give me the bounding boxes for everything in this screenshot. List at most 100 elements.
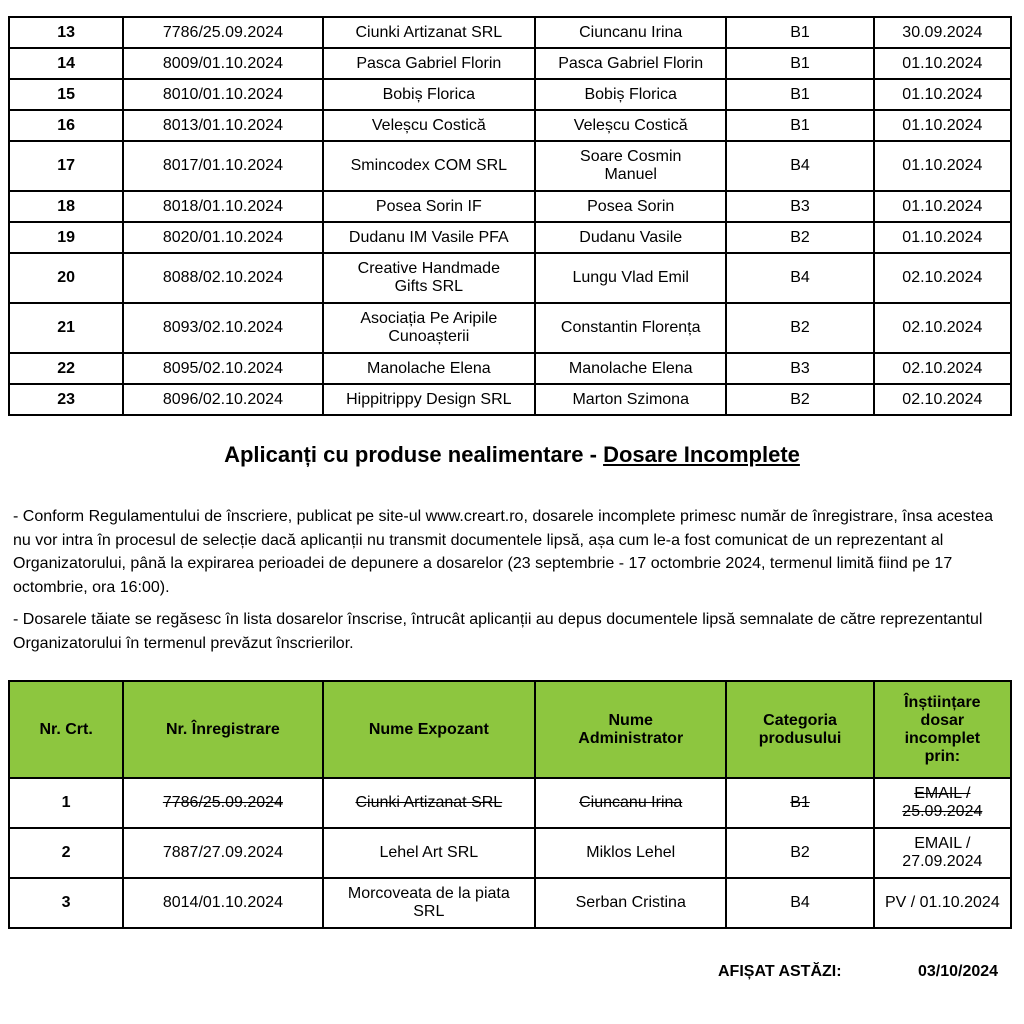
cell-data: 01.10.2024 xyxy=(872,140,1013,192)
cell-categoria: B3 xyxy=(725,352,875,385)
cell-nr-crt: 23 xyxy=(7,383,125,416)
cell-data: 02.10.2024 xyxy=(872,383,1013,416)
table-row: 22 8095/02.10.2024 Manolache Elena Manol… xyxy=(7,352,1013,385)
cell-categoria: B1 xyxy=(725,78,875,111)
posted-today-label: AFIȘAT ASTĂZI: xyxy=(718,963,842,980)
notes-block: - Conform Regulamentului de înscriere, p… xyxy=(13,505,1012,655)
cell-nume-expozant: Pasca Gabriel Florin xyxy=(321,47,537,80)
header-nume-administrator: Nume Administrator xyxy=(534,680,728,779)
cell-categoria: B2 xyxy=(725,827,875,879)
cell-nume-administrator: Manolache Elena xyxy=(534,352,728,385)
cell-data: 30.09.2024 xyxy=(872,16,1013,49)
table-row: 2 7887/27.09.2024 Lehel Art SRL Miklos L… xyxy=(7,827,1013,879)
table-row: 20 8088/02.10.2024 Creative Handmade Gif… xyxy=(7,252,1013,304)
cell-nr-inregistrare: 8017/01.10.2024 xyxy=(122,140,324,192)
cell-data: 01.10.2024 xyxy=(872,109,1013,142)
cell-nr-inregistrare: 8093/02.10.2024 xyxy=(122,302,324,354)
cell-instiintare: EMAIL / 25.09.2024 xyxy=(872,777,1013,829)
cell-data: 01.10.2024 xyxy=(872,78,1013,111)
cell-data: 02.10.2024 xyxy=(872,252,1013,304)
cell-nr-inregistrare: 8013/01.10.2024 xyxy=(122,109,324,142)
section-title-main: Aplicanți cu produse nealimentare - xyxy=(224,442,604,467)
cell-nume-administrator: Bobiș Florica xyxy=(534,78,728,111)
table-row: 3 8014/01.10.2024 Morcoveata de la piata… xyxy=(7,877,1013,929)
table-row: 13 7786/25.09.2024 Ciunki Artizanat SRL … xyxy=(7,16,1013,49)
table-row: 15 8010/01.10.2024 Bobiș Florica Bobiș F… xyxy=(7,78,1013,111)
cell-nr-crt: 21 xyxy=(7,302,125,354)
cell-nume-administrator: Soare Cosmin Manuel xyxy=(534,140,728,192)
cell-categoria: B4 xyxy=(725,140,875,192)
cell-nr-inregistrare: 7786/25.09.2024 xyxy=(122,16,324,49)
table-row: 21 8093/02.10.2024 Asociația Pe Aripile … xyxy=(7,302,1013,354)
table-row: 19 8020/01.10.2024 Dudanu IM Vasile PFA … xyxy=(7,221,1013,254)
cell-nume-expozant: Ciunki Artizanat SRL xyxy=(321,777,537,829)
cell-nume-expozant: Morcoveata de la piata SRL xyxy=(321,877,537,929)
cell-nr-crt: 13 xyxy=(7,16,125,49)
cell-nume-administrator: Dudanu Vasile xyxy=(534,221,728,254)
cell-nr-inregistrare: 8088/02.10.2024 xyxy=(122,252,324,304)
cell-nume-administrator: Ciuncanu Irina xyxy=(534,16,728,49)
cell-categoria: B1 xyxy=(725,109,875,142)
cell-nr-inregistrare: 7786/25.09.2024 xyxy=(122,777,324,829)
header-instiintare: Înștiințare dosar incomplet prin: xyxy=(872,680,1013,779)
table-row: 18 8018/01.10.2024 Posea Sorin IF Posea … xyxy=(7,190,1013,223)
registered-entries-table: 13 7786/25.09.2024 Ciunki Artizanat SRL … xyxy=(7,16,1013,416)
cell-categoria: B1 xyxy=(725,16,875,49)
cell-nume-administrator: Constantin Florența xyxy=(534,302,728,354)
cell-nr-crt: 17 xyxy=(7,140,125,192)
table-row: 16 8013/01.10.2024 Veleșcu Costică Veleș… xyxy=(7,109,1013,142)
cell-nume-expozant: Manolache Elena xyxy=(321,352,537,385)
header-nr-inregistrare: Nr. Înregistrare xyxy=(122,680,324,779)
cell-nr-inregistrare: 8009/01.10.2024 xyxy=(122,47,324,80)
cell-nr-inregistrare: 8095/02.10.2024 xyxy=(122,352,324,385)
cell-nr-inregistrare: 8018/01.10.2024 xyxy=(122,190,324,223)
cell-categoria: B1 xyxy=(725,47,875,80)
cell-nr-inregistrare: 8014/01.10.2024 xyxy=(122,877,324,929)
cell-nume-expozant: Lehel Art SRL xyxy=(321,827,537,879)
cell-data: 01.10.2024 xyxy=(872,47,1013,80)
cell-instiintare: EMAIL / 27.09.2024 xyxy=(872,827,1013,879)
cell-nr-crt: 22 xyxy=(7,352,125,385)
table-row: 23 8096/02.10.2024 Hippitrippy Design SR… xyxy=(7,383,1013,416)
cell-nr-crt: 14 xyxy=(7,47,125,80)
section-title-underlined: Dosare Incomplete xyxy=(603,442,800,467)
cell-nume-expozant: Dudanu IM Vasile PFA xyxy=(321,221,537,254)
note-paragraph: - Conform Regulamentului de înscriere, p… xyxy=(13,508,993,596)
cell-nr-crt: 16 xyxy=(7,109,125,142)
header-categoria-produsului: Categoria produsului xyxy=(725,680,875,779)
cell-data: 02.10.2024 xyxy=(872,352,1013,385)
cell-nr-inregistrare: 8020/01.10.2024 xyxy=(122,221,324,254)
posted-today-date: 03/10/2024 xyxy=(918,963,999,980)
cell-categoria: B1 xyxy=(725,777,875,829)
cell-nume-expozant: Creative Handmade Gifts SRL xyxy=(321,252,537,304)
section-title: Aplicanți cu produse nealimentare - Dosa… xyxy=(0,442,1024,468)
cell-nume-administrator: Marton Szimona xyxy=(534,383,728,416)
header-row: Nr. Crt. Nr. Înregistrare Nume Expozant … xyxy=(7,680,1013,779)
header-nr-crt: Nr. Crt. xyxy=(7,680,125,779)
cell-nume-administrator: Serban Cristina xyxy=(534,877,728,929)
cell-nr-inregistrare: 8096/02.10.2024 xyxy=(122,383,324,416)
cell-nume-expozant: Bobiș Florica xyxy=(321,78,537,111)
cell-nr-crt: 1 xyxy=(7,777,125,829)
cell-instiintare: PV / 01.10.2024 xyxy=(872,877,1013,929)
note-paragraph: - Dosarele tăiate se regăsesc în lista d… xyxy=(13,611,983,652)
cell-nr-crt: 2 xyxy=(7,827,125,879)
cell-nume-expozant: Smincodex COM SRL xyxy=(321,140,537,192)
cell-nr-crt: 3 xyxy=(7,877,125,929)
cell-nr-inregistrare: 7887/27.09.2024 xyxy=(122,827,324,879)
header-nume-expozant: Nume Expozant xyxy=(321,680,537,779)
cell-data: 02.10.2024 xyxy=(872,302,1013,354)
cell-categoria: B2 xyxy=(725,221,875,254)
cell-nr-crt: 18 xyxy=(7,190,125,223)
cell-nume-expozant: Veleșcu Costică xyxy=(321,109,537,142)
cell-categoria: B2 xyxy=(725,383,875,416)
cell-categoria: B4 xyxy=(725,252,875,304)
cell-nume-administrator: Posea Sorin xyxy=(534,190,728,223)
table-row: 1 7786/25.09.2024 Ciunki Artizanat SRL C… xyxy=(7,777,1013,829)
table-row: 17 8017/01.10.2024 Smincodex COM SRL Soa… xyxy=(7,140,1013,192)
cell-nume-administrator: Miklos Lehel xyxy=(534,827,728,879)
incomplete-files-table: Nr. Crt. Nr. Înregistrare Nume Expozant … xyxy=(7,680,1013,929)
cell-nume-expozant: Ciunki Artizanat SRL xyxy=(321,16,537,49)
cell-nr-crt: 15 xyxy=(7,78,125,111)
cell-nume-administrator: Veleșcu Costică xyxy=(534,109,728,142)
